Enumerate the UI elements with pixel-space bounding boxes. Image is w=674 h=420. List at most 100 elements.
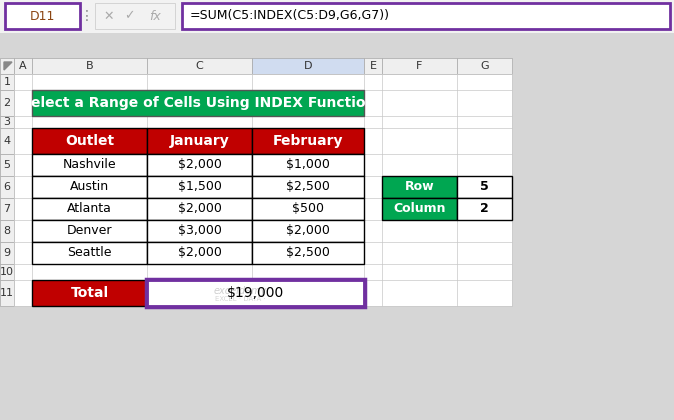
Bar — [382, 198, 457, 220]
Bar — [0, 264, 14, 280]
Bar — [182, 3, 670, 29]
Bar — [14, 74, 512, 90]
Bar — [14, 116, 512, 128]
Bar — [147, 280, 364, 306]
Bar — [147, 242, 252, 264]
Text: $2,500: $2,500 — [286, 181, 330, 194]
Bar — [0, 198, 14, 220]
Text: 7: 7 — [3, 204, 11, 214]
Bar — [14, 198, 512, 220]
Bar — [252, 176, 364, 198]
Polygon shape — [4, 62, 12, 70]
Bar — [14, 58, 32, 74]
Text: 8: 8 — [3, 226, 11, 236]
Text: 2: 2 — [3, 98, 11, 108]
Bar — [32, 58, 147, 74]
Text: ⋮: ⋮ — [80, 9, 94, 23]
Bar — [32, 128, 147, 154]
Bar — [0, 74, 14, 90]
Text: exceldemy: exceldemy — [214, 286, 267, 296]
Bar — [147, 128, 252, 154]
Bar — [457, 176, 512, 198]
Text: C: C — [195, 61, 204, 71]
Bar — [32, 90, 364, 116]
Bar — [252, 154, 364, 176]
Bar — [14, 154, 512, 176]
Text: B: B — [86, 61, 93, 71]
Bar — [32, 198, 147, 220]
Bar — [32, 242, 147, 264]
Bar — [32, 220, 147, 242]
Text: =SUM(C5:INDEX(C5:D9,G6,G7)): =SUM(C5:INDEX(C5:D9,G6,G7)) — [190, 10, 390, 23]
Text: $500: $500 — [292, 202, 324, 215]
Text: EXCEL · DATA ·: EXCEL · DATA · — [215, 296, 266, 302]
Text: F: F — [417, 61, 423, 71]
Bar — [14, 176, 512, 198]
Bar — [0, 0, 674, 33]
Bar — [0, 128, 14, 154]
Text: 11: 11 — [0, 288, 14, 298]
Bar — [252, 128, 364, 154]
Bar — [252, 198, 364, 220]
Bar — [0, 176, 14, 198]
Bar — [147, 198, 252, 220]
Text: 5: 5 — [480, 181, 489, 194]
Bar — [147, 58, 252, 74]
Text: Column: Column — [393, 202, 446, 215]
Bar — [147, 176, 252, 198]
Text: A: A — [19, 61, 27, 71]
Bar — [146, 279, 365, 307]
Bar — [382, 176, 457, 198]
Text: 2: 2 — [480, 202, 489, 215]
Bar — [147, 154, 252, 176]
Bar — [14, 280, 512, 306]
Bar — [0, 154, 14, 176]
Bar — [14, 90, 512, 116]
Bar — [0, 90, 14, 116]
Bar — [252, 220, 364, 242]
Text: D11: D11 — [30, 10, 55, 23]
Bar — [32, 154, 147, 176]
Text: Outlet: Outlet — [65, 134, 114, 148]
Bar — [457, 198, 512, 220]
Bar — [5, 3, 80, 29]
Text: $1,000: $1,000 — [286, 158, 330, 171]
Bar — [32, 176, 147, 198]
Text: $2,000: $2,000 — [286, 225, 330, 237]
Text: $2,000: $2,000 — [177, 202, 222, 215]
Text: Denver: Denver — [67, 225, 113, 237]
Text: $2,500: $2,500 — [286, 247, 330, 260]
Bar — [95, 3, 175, 29]
Text: 10: 10 — [0, 267, 14, 277]
Bar — [32, 280, 147, 306]
Text: Atlanta: Atlanta — [67, 202, 112, 215]
Text: 6: 6 — [3, 182, 11, 192]
Bar — [147, 220, 252, 242]
Text: February: February — [273, 134, 343, 148]
Bar — [382, 58, 457, 74]
Text: Row: Row — [404, 181, 434, 194]
Text: January: January — [170, 134, 229, 148]
Text: E: E — [369, 61, 377, 71]
Text: Select a Range of Cells Using INDEX Function: Select a Range of Cells Using INDEX Func… — [21, 96, 375, 110]
Text: 5: 5 — [3, 160, 11, 170]
Bar — [0, 280, 14, 306]
Text: 9: 9 — [3, 248, 11, 258]
Bar — [364, 58, 382, 74]
Text: 1: 1 — [3, 77, 11, 87]
Text: Total: Total — [71, 286, 109, 300]
Bar — [0, 220, 14, 242]
Text: ✕: ✕ — [104, 10, 115, 23]
Bar — [14, 264, 512, 280]
Text: D: D — [304, 61, 312, 71]
Text: Austin: Austin — [70, 181, 109, 194]
Text: 3: 3 — [3, 117, 11, 127]
Text: Seattle: Seattle — [67, 247, 112, 260]
Text: $2,000: $2,000 — [177, 158, 222, 171]
Text: 4: 4 — [3, 136, 11, 146]
Bar — [252, 242, 364, 264]
Bar — [14, 128, 512, 154]
Text: ✓: ✓ — [124, 10, 134, 23]
Text: $2,000: $2,000 — [177, 247, 222, 260]
Text: $3,000: $3,000 — [177, 225, 222, 237]
